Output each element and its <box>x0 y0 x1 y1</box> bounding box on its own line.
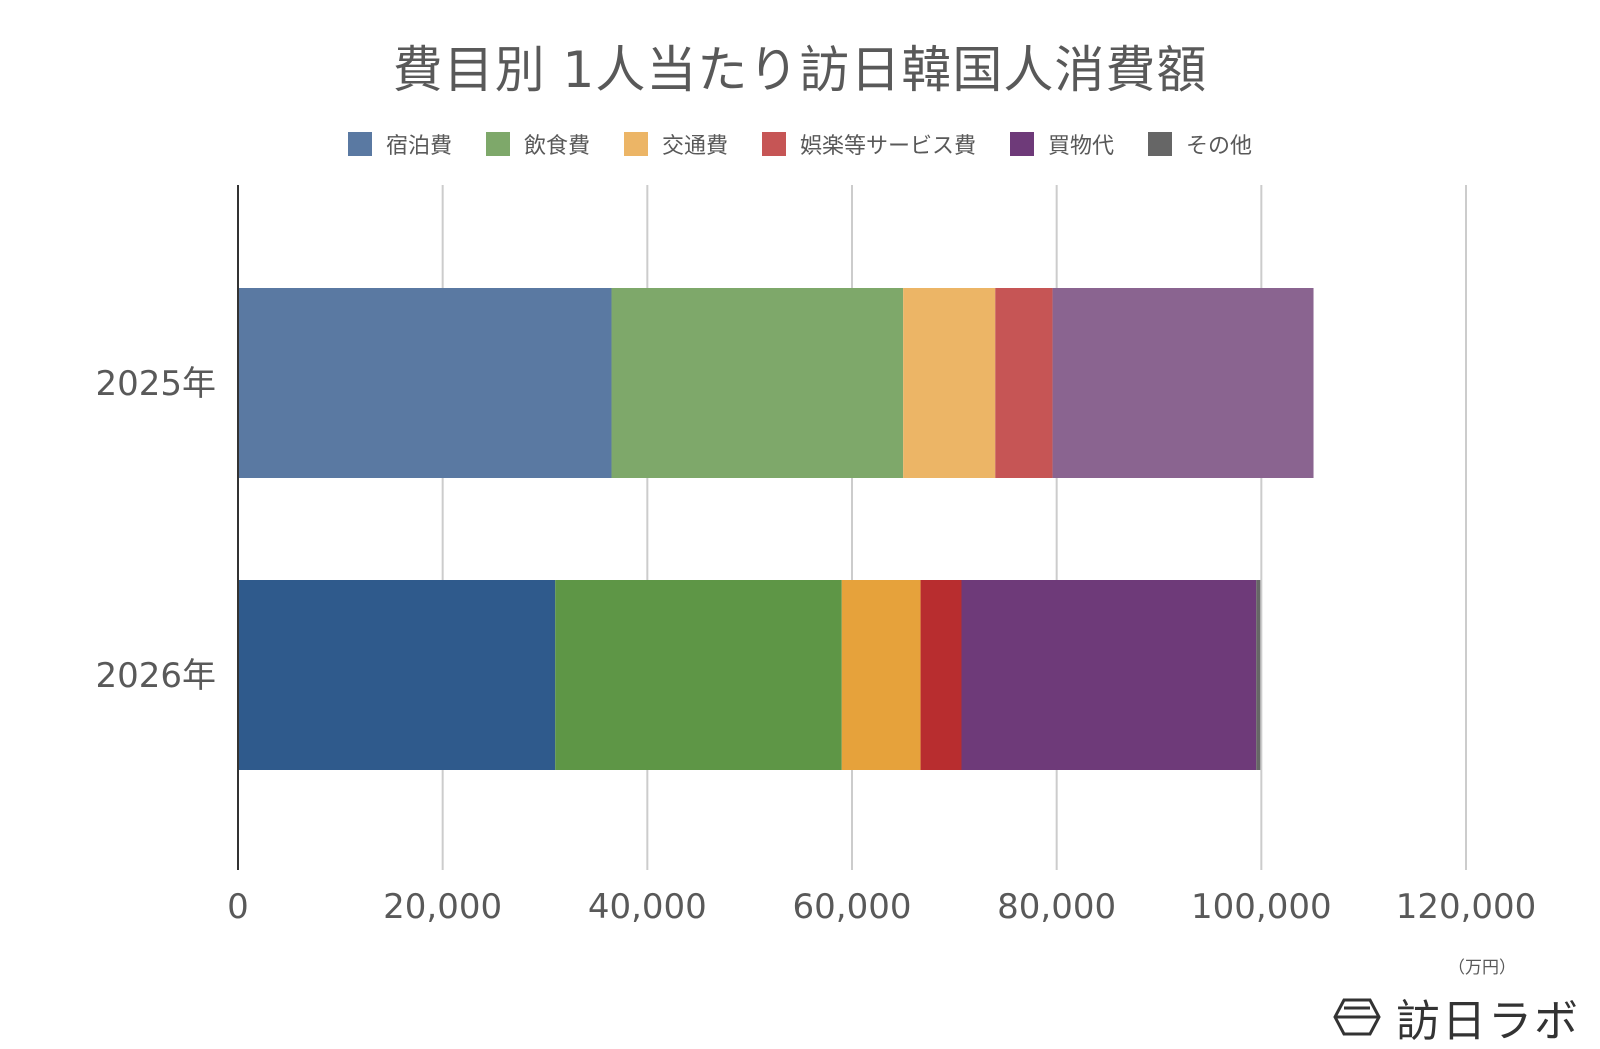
y-category-label: 2025年 <box>95 364 216 404</box>
legend-item: 飲食費 <box>485 128 590 160</box>
legend-label: その他 <box>1186 134 1253 159</box>
bar-segment <box>611 288 904 478</box>
legend-swatch <box>1010 132 1035 156</box>
chart-title: 費目別 1人当たり訪日韓国人消費額 <box>392 41 1208 99</box>
legend-label: 交通費 <box>661 134 728 159</box>
x-axis-unit-label: （万円） <box>1448 958 1516 978</box>
chart-legend: 宿泊費 飲食費 交通費 娯楽等サービス費 買物代 その他 <box>0 128 1600 160</box>
legend-item: その他 <box>1148 128 1252 160</box>
brand-text: 訪日ラボ <box>1396 996 1580 1047</box>
hexagon-logo-icon <box>1333 998 1381 1036</box>
x-tick-label: 100,000 <box>1191 887 1332 927</box>
legend-label: 娯楽等サービス費 <box>800 134 977 159</box>
bar-segment <box>961 580 1257 770</box>
bar-segment <box>903 288 996 478</box>
x-tick-label: 60,000 <box>793 887 912 927</box>
bar-segment <box>920 580 962 770</box>
bar-segment <box>995 288 1053 478</box>
bar-segment <box>841 580 921 770</box>
legend-label: 買物代 <box>1048 134 1115 159</box>
bar-segment <box>238 580 556 770</box>
x-tick-label: 40,000 <box>588 887 707 927</box>
legend-item: 買物代 <box>1010 128 1114 160</box>
legend-swatch <box>623 132 648 156</box>
legend-swatch <box>762 132 786 156</box>
y-category-label: 2026年 <box>95 656 216 696</box>
legend-item: 宿泊費 <box>347 128 452 160</box>
bar-segment <box>238 288 612 478</box>
legend-swatch <box>1148 132 1173 156</box>
bar-segment <box>555 580 842 770</box>
legend-label: 宿泊費 <box>385 134 452 159</box>
legend-item: 娯楽等サービス費 <box>762 128 976 160</box>
x-tick-label: 20,000 <box>383 887 502 927</box>
legend-item: 交通費 <box>623 128 728 160</box>
legend-swatch <box>485 132 510 156</box>
brand-logo: 訪日ラボ <box>1332 985 1580 1049</box>
x-tick-label: 120,000 <box>1396 887 1537 927</box>
bar-segment <box>1052 288 1314 478</box>
bar-segment <box>1256 580 1261 770</box>
legend-label: 飲食費 <box>523 134 590 159</box>
x-tick-label: 0 <box>227 887 249 927</box>
legend-swatch <box>347 132 372 156</box>
x-tick-label: 80,000 <box>997 887 1116 927</box>
